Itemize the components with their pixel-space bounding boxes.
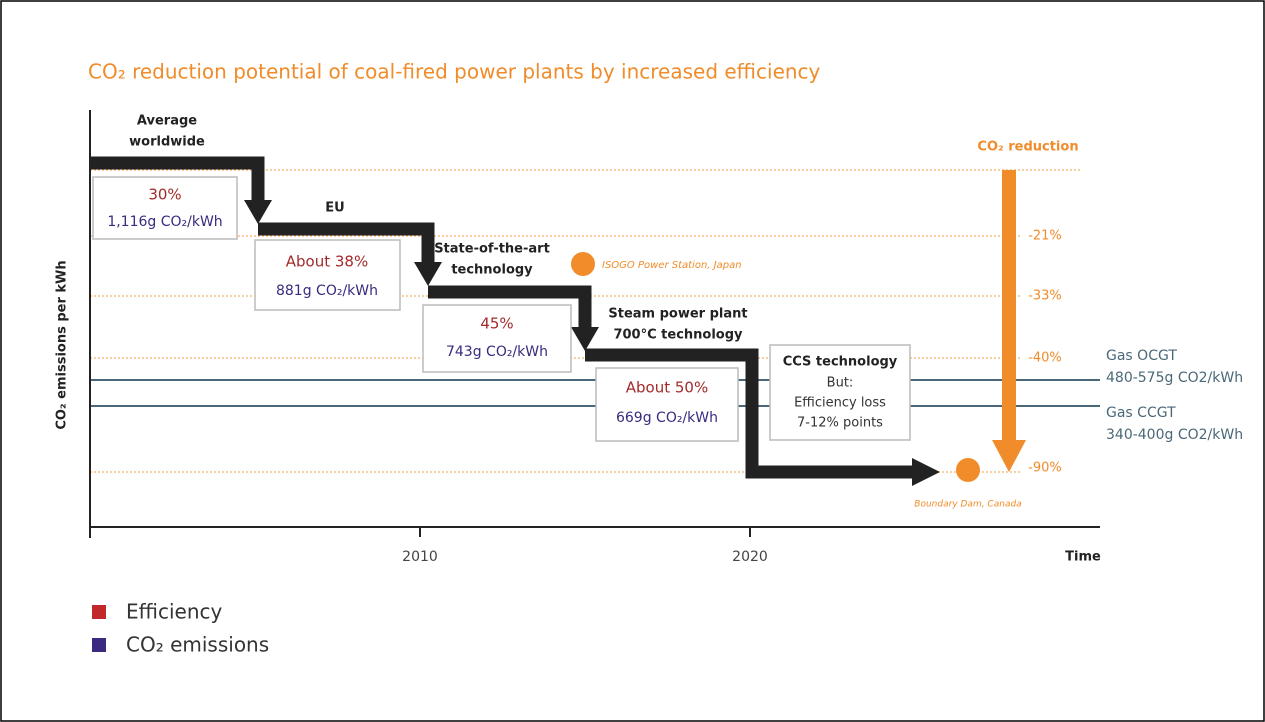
reduction-arrow: [992, 170, 1026, 472]
step-box: [595, 367, 739, 442]
x-tick: 2020: [732, 549, 768, 565]
y-axis-label: CO₂ emissions per kWh: [55, 260, 70, 429]
axes: [89, 110, 1100, 538]
emissions: 669g CO₂/kWh: [616, 410, 718, 426]
ccs-box: [769, 344, 911, 441]
step-label: State-of-the-art: [434, 242, 550, 257]
step-box: [254, 239, 401, 311]
staircase: [90, 156, 940, 486]
reduction-level: -40%: [1028, 351, 1062, 366]
step-label: 700°C technology: [613, 328, 743, 343]
reduction-title: CO₂ reduction: [977, 140, 1078, 155]
x-axis-label: Time: [1065, 550, 1101, 565]
gas-range: 340-400g CO2/kWh: [1106, 427, 1243, 443]
reduction-level: -21%: [1028, 229, 1062, 244]
emissions: 881g CO₂/kWh: [276, 283, 378, 299]
ccs-title: CCS technology: [783, 355, 898, 370]
step-label: worldwide: [129, 135, 205, 150]
station-icon: [571, 252, 595, 276]
legend-label: Efficiency: [126, 600, 223, 624]
step-label: EU: [325, 201, 344, 216]
step-box: [422, 304, 572, 373]
station-label: ISOGO Power Station, Japan: [602, 260, 742, 271]
efficiency: 45%: [480, 315, 513, 333]
x-tick: 2010: [402, 549, 438, 565]
legend-swatch: [92, 638, 106, 652]
title: CO₂ reduction potential of coal-fired po…: [88, 60, 821, 84]
step-label: Steam power plant: [608, 307, 747, 322]
reduction-level: -90%: [1028, 461, 1062, 476]
station-icon: [956, 458, 980, 482]
emissions: 1,116g CO₂/kWh: [107, 214, 222, 230]
station-label: Boundary Dam, Canada: [914, 500, 1021, 510]
ccs-line: But:: [827, 376, 854, 391]
gas-range: 480-575g CO2/kWh: [1106, 370, 1243, 386]
legend-swatch: [92, 605, 106, 619]
efficiency: About 38%: [286, 253, 368, 271]
efficiency: 30%: [148, 186, 181, 204]
gas-name: Gas OCGT: [1106, 348, 1177, 364]
reduction-level: -33%: [1028, 289, 1062, 304]
step-label: Average: [137, 114, 197, 129]
gas-name: Gas CCGT: [1106, 405, 1176, 421]
step-box: [92, 176, 238, 240]
efficiency: About 50%: [626, 379, 708, 397]
step-label: technology: [451, 263, 533, 278]
emissions: 743g CO₂/kWh: [446, 344, 548, 360]
ccs-line: 7-12% points: [797, 416, 883, 431]
legend-label: CO₂ emissions: [126, 633, 269, 657]
ccs-line: Efficiency loss: [794, 396, 886, 411]
